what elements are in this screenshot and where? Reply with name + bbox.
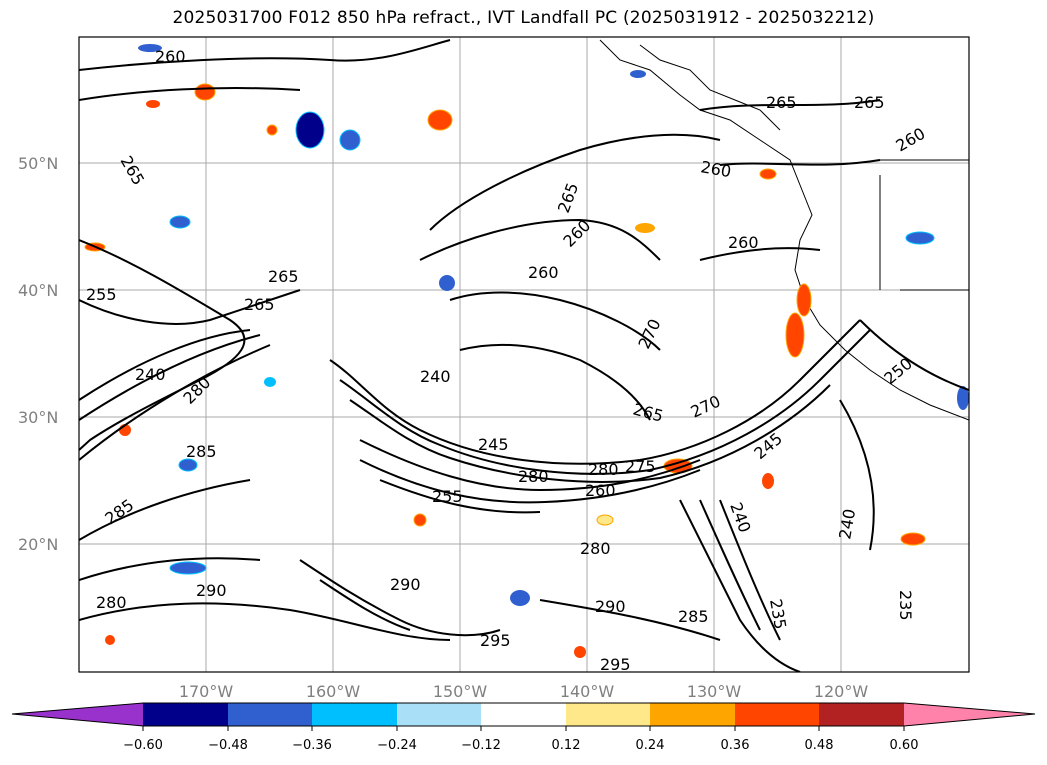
colorbar-bin [228,703,312,726]
contour-label: 280 [588,460,619,479]
map-gridlines [79,37,969,672]
colorbar-bin [735,703,819,726]
contour-label: 265 [854,93,885,112]
lat-label: 20°N [18,535,58,554]
colorbar-tick-label: −0.12 [461,738,501,753]
colorbar-bin [312,703,397,726]
lat-label: 50°N [18,154,58,173]
colorbar-tick-label: 0.12 [552,738,581,753]
colorbar-bin [481,703,566,726]
lon-label: 170°W [179,682,234,701]
contour-label: 240 [420,367,451,386]
contour-label: 255 [86,285,117,304]
contour-labels: 260 265 255 265 240 280 265 285 260 255 … [86,47,928,674]
lat-label: 40°N [18,281,58,300]
map-plot-area [79,37,969,672]
lon-label: 120°W [814,682,869,701]
contour-label: 295 [480,631,511,650]
colorbar-over-triangle [904,703,1035,726]
contour-label: 275 [625,457,656,476]
lon-label: 130°W [687,682,742,701]
colorbar-bin [143,703,228,726]
contour-label: 260 [728,233,759,252]
contour-label: 260 [155,47,186,66]
contour-label: 265 [244,295,275,314]
colorbar-tick-label: 0.36 [721,738,750,753]
contour-label: 280 [96,593,127,612]
lon-label: 140°W [560,682,615,701]
colorbar: −0.60 −0.48 −0.36 −0.24 −0.12 0.12 0.24 … [11,702,1036,753]
lon-label: 160°W [306,682,361,701]
colorbar-tick-label: −0.48 [208,738,248,753]
colorbar-tick-label: 0.60 [890,738,919,753]
lat-label: 30°N [18,408,58,427]
refractivity-shading [84,44,969,658]
lon-label: 150°W [433,682,488,701]
colorbar-tick-label: −0.24 [377,738,417,753]
contour-label: 285 [678,607,709,626]
lat-axis-labels: 50°N 40°N 30°N 20°N [18,154,58,554]
contour-label: 255 [432,487,463,506]
contour-label: 235 [896,590,915,621]
lon-axis-labels: 170°W 160°W 150°W 140°W 130°W 120°W [179,682,869,701]
contour-label: 295 [600,655,631,674]
contour-label: 240 [135,365,166,384]
colorbar-tick-label: −0.36 [292,738,332,753]
colorbar-bin [819,703,904,726]
contour-label: 290 [196,581,227,600]
colorbar-tick-label: −0.60 [123,738,163,753]
contour-label: 245 [478,435,509,454]
contour-label: 260 [585,481,616,500]
contour-label: 265 [268,267,299,286]
contour-label: 290 [390,575,421,594]
colorbar-bin [650,703,735,726]
colorbar-bin [566,703,650,726]
contour-label: 260 [528,263,559,282]
colorbar-under-triangle [12,703,143,726]
refractivity-contours [79,39,969,672]
map-title: 2025031700 F012 850 hPa refract., IVT La… [172,8,875,28]
contour-label: 290 [595,597,626,616]
contour-label: 280 [580,539,611,558]
map-frame [78,36,970,673]
colorbar-tick-label: 0.24 [636,738,665,753]
coastline [599,39,969,421]
colorbar-tick-label: 0.48 [805,738,834,753]
contour-label: 280 [518,467,549,486]
colorbar-ticks [142,726,905,731]
contour-label: 285 [186,442,217,461]
colorbar-bin [397,703,481,726]
contour-label: 265 [766,93,797,112]
